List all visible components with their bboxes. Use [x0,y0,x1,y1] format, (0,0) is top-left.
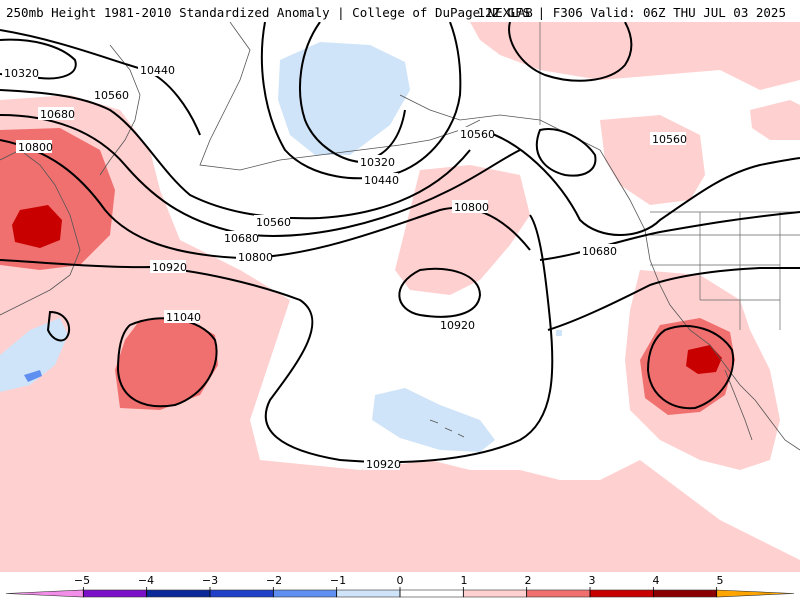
contour-label: 10920 [152,261,187,274]
legend-tick: 4 [653,574,660,587]
legend-tick: 3 [589,574,596,587]
contour-10560-gulf [535,128,597,177]
contour-label: 10800 [238,251,273,264]
contour-10800-east [539,211,800,261]
legend-tick: −3 [202,574,218,587]
legend-tick: −4 [138,574,154,587]
anomaly-pos3-japan [12,205,62,248]
contour-10320-alaska [299,22,406,164]
anomaly-pos1-gulf-alaska [600,115,705,205]
legend-swatch [653,589,717,598]
contour-10920-east [547,267,800,331]
contour-label: 10920 [366,458,401,471]
coastline-alaska-west [199,22,281,171]
legend-swatch [209,589,274,598]
contour-label: 10680 [40,108,75,121]
contour-label: 10440 [364,174,399,187]
legend-tick: 2 [525,574,532,587]
map-canvas: 10320 10440 10560 10680 10800 10920 1104… [0,22,800,572]
map-title: 250mb Height 1981-2010 Standardized Anom… [6,5,533,20]
contour-10680-east [479,129,800,236]
contour-label: 10320 [360,156,395,169]
legend-tick: −2 [266,574,282,587]
legend-swatch [5,589,84,598]
anomaly-pos1-northeast [750,100,800,140]
legend-swatch [589,589,654,598]
coastline-baja [724,369,753,441]
contour-label: 10440 [140,64,175,77]
contour-label: 10800 [454,201,489,214]
coastline-us-west [649,259,800,451]
anomaly-pos1-central [395,165,530,295]
legend-swatch [336,589,401,598]
contour-label: 10560 [652,133,687,146]
contour-label: 11040 [166,311,201,324]
anomaly-pos1-west-pacific [0,95,800,572]
legend-tick-labels: −5 −4 −3 −2 −1 0 1 2 3 4 5 [74,574,724,587]
coastline-asia [0,149,81,316]
contour-10920-loop [398,267,482,318]
title-bar: 250mb Height 1981-2010 Standardized Anom… [0,0,800,22]
border-us-states [650,212,800,330]
legend-swatch [716,589,795,598]
legend-swatch [399,589,464,598]
anomaly-neg1-alaska [278,42,410,155]
contour-label: 10560 [460,128,495,141]
anomaly-pos3-california [686,345,722,374]
legend-swatch [273,589,337,598]
coastline-kamchatka [99,44,141,176]
legend-swatch [146,589,211,598]
legend-swatch [526,589,591,598]
anomaly-pos2-west-pacific [115,318,218,410]
contour-10920-sw [46,310,70,342]
legend-color-bar [5,587,795,598]
anomaly-neg1-hawaii [372,388,495,452]
legend-tick: 1 [461,574,468,587]
contour-labels: 10320 10440 10560 10680 10800 10920 1104… [2,63,687,471]
legend-tick: −5 [74,574,90,587]
contour-label: 10560 [256,216,291,229]
legend-tick: 0 [397,574,404,587]
contour-11040 [116,317,218,408]
contour-label: 10800 [18,141,53,154]
anomaly-shading [0,22,800,572]
contour-10560-alaska [508,22,633,82]
contour-10560-west [0,89,471,220]
model-run-info: 12Z GFS | F306 Valid: 06Z THU JUL 03 202… [477,5,786,20]
contour-label: 10920 [440,319,475,332]
contour-loop-california [646,325,735,410]
contour-label: 10560 [94,89,129,102]
legend-swatch [83,589,147,598]
contour-label: 10680 [582,245,617,258]
hawaii-islands [429,419,465,438]
contour-label: 10320 [4,67,39,80]
contour-label: 10680 [224,232,259,245]
legend-swatch [463,589,527,598]
legend-tick: 5 [717,574,724,587]
anomaly-pos1-north [470,22,800,90]
anomaly-neg1-small [556,330,562,336]
color-legend: −5 −4 −3 −2 −1 0 1 2 3 4 5 [5,574,795,598]
anomaly-neg2-west [24,370,42,382]
legend-tick: −1 [330,574,346,587]
